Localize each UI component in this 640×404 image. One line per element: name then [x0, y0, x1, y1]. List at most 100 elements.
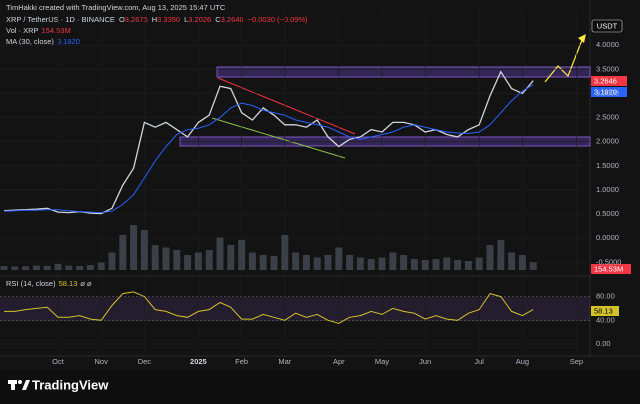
volume-bar: [367, 259, 375, 270]
volume-bar: [54, 264, 62, 270]
logo-mark: [22, 380, 30, 390]
x-tick-label: Feb: [235, 357, 248, 366]
ohlc-label: H: [152, 15, 157, 24]
logo-mark: [11, 384, 15, 390]
volume-bar: [108, 252, 116, 270]
volume-bar: [43, 265, 51, 270]
volume-bar: [400, 255, 408, 270]
rsi-tag-box: [591, 306, 619, 316]
currency-box[interactable]: [591, 19, 623, 33]
volume-bar: [356, 257, 364, 270]
y-tick-label: 1.5000: [596, 161, 619, 170]
ohlc-value: 3.2646: [221, 15, 244, 24]
currency[interactable]: USDT: [597, 21, 618, 30]
ohlc-label: L: [184, 15, 188, 24]
volume-bar: [130, 225, 138, 270]
volume-bar: [281, 235, 289, 270]
volume-bar: [421, 260, 429, 270]
ohlc-value: 3.2675: [125, 15, 148, 24]
vol-tag-box: [591, 264, 631, 274]
volume-bar: [292, 252, 300, 270]
volume-bar: [86, 265, 94, 270]
x-tick-label: Jul: [474, 357, 484, 366]
rsi-icons: ⌀ ⌀: [80, 279, 92, 288]
legend: XRP / TetherUS · 1D · BINANCE O3.2675 H3.3…: [6, 15, 308, 24]
trend-line: [217, 77, 356, 135]
credit: TimHakki created with TradingView.com, A…: [6, 3, 226, 12]
x-tick-label: Jun: [419, 357, 431, 366]
volume-bar: [464, 261, 472, 270]
chart-area: [0, 0, 640, 370]
y-tick-label: 3.5000: [596, 64, 619, 73]
volume-bar: [335, 247, 343, 270]
volume-bar: [518, 255, 526, 270]
x-tick-label: Aug: [516, 357, 529, 366]
volume-bar: [0, 266, 8, 270]
volume-bar: [248, 252, 256, 270]
x-tick-label: Oct: [52, 357, 65, 366]
rsi-value: 58.13: [59, 279, 78, 288]
rsi-tag: 58.13: [594, 306, 613, 315]
y-tick-label: 40.00: [596, 315, 615, 324]
volume-bar: [486, 245, 494, 270]
volume-bar: [238, 240, 246, 270]
logo-mark: [8, 380, 17, 384]
volume-bar: [184, 255, 192, 270]
volume-bar: [346, 255, 354, 270]
volume-bar: [497, 240, 505, 270]
y-tick-label: -0.5000: [596, 257, 621, 266]
volume-bar: [508, 252, 516, 270]
y-tick-label: 0.0000: [596, 233, 619, 242]
resistance-zone: [216, 66, 591, 78]
ohlc-label: C: [215, 15, 221, 24]
rsi-label: RSI (14, close): [6, 279, 56, 288]
volume-bar: [389, 252, 397, 270]
volume-bar: [270, 256, 278, 270]
volume-bar: [475, 257, 483, 270]
volume-bar: [432, 259, 440, 270]
volume-bar: [324, 255, 332, 270]
volume-bar: [443, 257, 451, 270]
volume-bar: [119, 235, 127, 270]
volume-bar: [162, 247, 170, 270]
volume-bar: [194, 252, 202, 270]
logo: TradingView: [8, 377, 109, 392]
volume-bar: [302, 255, 310, 270]
x-tick-label: Dec: [138, 357, 152, 366]
volume-bar: [76, 266, 84, 270]
volume-bar: [205, 250, 213, 270]
trend-line: [211, 117, 346, 159]
y-tick-label: 2.0000: [596, 137, 619, 146]
ma-legend: MA (30, close) 3.1820: [6, 37, 80, 46]
x-tick-label: Sep: [570, 357, 583, 366]
y-tick-label: 3.0000: [596, 88, 619, 97]
x-tick-label: Nov: [95, 357, 109, 366]
rsi-band: [0, 297, 590, 321]
volume-bar: [259, 255, 267, 270]
y-tick-label: 0.00: [596, 339, 611, 348]
ohlc-label: O: [119, 15, 125, 24]
logo-text: TradingView: [32, 377, 109, 392]
x-tick-label: Apr: [333, 357, 345, 366]
x-tick-label: 2025: [190, 357, 207, 366]
volume-bar: [32, 265, 40, 270]
projection-arrow: [578, 34, 586, 43]
volume-bar: [313, 257, 321, 270]
volume-bar: [151, 245, 159, 270]
volume-bar: [410, 259, 418, 270]
logo-mark: [18, 380, 22, 384]
y-tick-label: 4.0000: [596, 40, 619, 49]
volume-bar: [173, 250, 181, 270]
volume-bar: [140, 230, 148, 270]
price-tag-box: [591, 76, 627, 86]
rsi-legend: RSI (14, close) 58.13 ⌀ ⌀: [6, 279, 92, 288]
ma-label: MA (30, close): [6, 37, 54, 46]
y-tick-label: 1.0000: [596, 185, 619, 194]
y-tick-label: 80.00: [596, 292, 615, 301]
volume-bar: [227, 245, 235, 270]
volume-bar: [454, 260, 462, 270]
ma-value: 3.1820: [57, 37, 80, 46]
volume-bar: [11, 266, 19, 270]
vol-legend: Vol · XRP 154.53M: [6, 26, 71, 35]
